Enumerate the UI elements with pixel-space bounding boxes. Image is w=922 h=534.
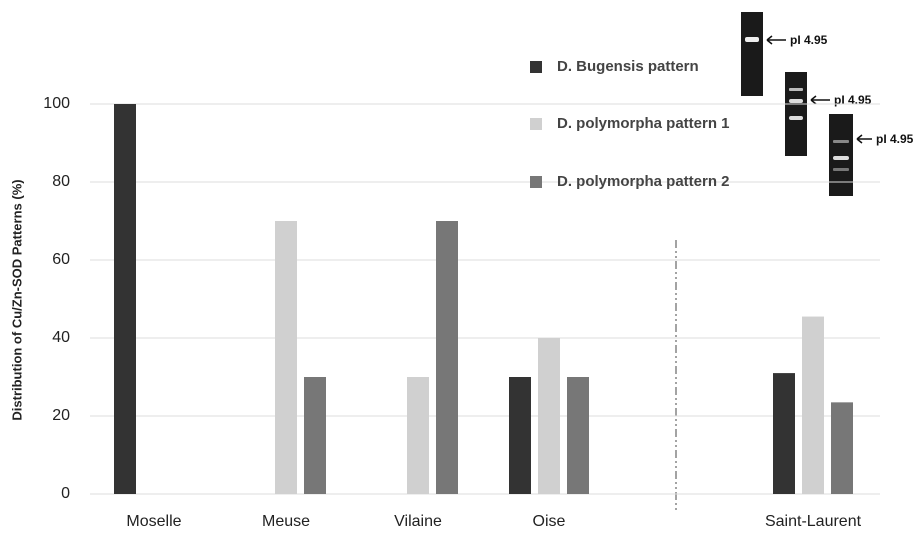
y-tick-label: 40 xyxy=(52,329,70,346)
bar xyxy=(802,316,824,494)
annotation: pI 4.95 xyxy=(876,132,914,146)
y-tick-label: 0 xyxy=(61,485,70,502)
x-tick-label: Oise xyxy=(533,513,566,530)
x-tick-label: Meuse xyxy=(262,513,310,530)
y-tick-label: 20 xyxy=(52,407,70,424)
annotation: pI 4.95 xyxy=(790,33,828,47)
y-tick-label: 60 xyxy=(52,251,70,268)
legend-swatch xyxy=(530,176,542,188)
bar xyxy=(831,402,853,494)
bar xyxy=(773,373,795,494)
bar xyxy=(538,338,560,494)
annotation: pI 4.95 xyxy=(834,93,872,107)
legend-label: D. Bugensis pattern xyxy=(557,58,699,75)
y-tick-label: 80 xyxy=(52,173,70,190)
bar xyxy=(436,221,458,494)
bar xyxy=(275,221,297,494)
y-axis-label: Distribution of Cu/Zn-SOD Patterns (%) xyxy=(9,179,24,420)
bar xyxy=(407,377,429,494)
bar xyxy=(567,377,589,494)
x-tick-label: Moselle xyxy=(126,513,181,530)
bar xyxy=(114,104,136,494)
bar xyxy=(509,377,531,494)
y-tick-label: 100 xyxy=(43,95,70,112)
bar xyxy=(304,377,326,494)
x-tick-label: Vilaine xyxy=(394,513,442,530)
legend-swatch xyxy=(530,61,542,73)
legend-label: D. polymorpha pattern 2 xyxy=(557,173,730,190)
legend-swatch xyxy=(530,118,542,130)
x-tick-label: Saint-Laurent xyxy=(765,513,862,530)
legend-label: D. polymorpha pattern 1 xyxy=(557,115,730,132)
